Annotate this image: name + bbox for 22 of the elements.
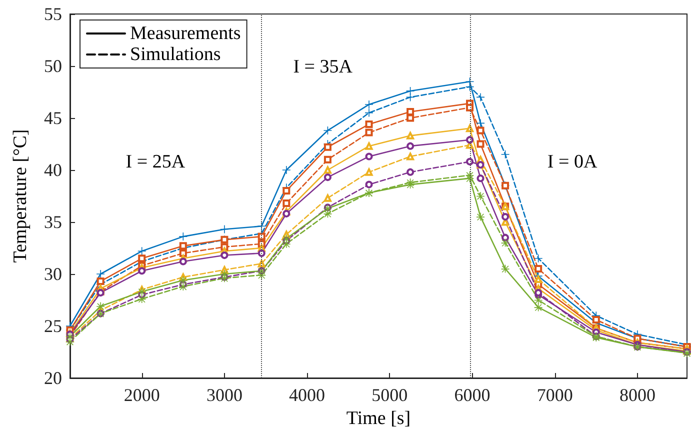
- y-tick-label: 25: [44, 316, 62, 336]
- annotation: I = 35A: [293, 56, 353, 78]
- x-tick-label: 2000: [124, 385, 160, 405]
- y-tick-label: 35: [44, 212, 62, 232]
- legend-label: Measurements: [130, 23, 241, 44]
- x-tick-label: 7000: [536, 385, 573, 405]
- x-tick-label: 6000: [454, 385, 490, 405]
- y-tick-label: 50: [44, 56, 62, 76]
- x-axis-title: Time [s]: [346, 408, 411, 429]
- y-tick-label: 20: [44, 368, 62, 388]
- y-tick-label: 40: [44, 160, 62, 180]
- x-tick-label: 3000: [206, 385, 242, 405]
- legend-label: Simulations: [130, 44, 221, 65]
- x-tick-label: 8000: [619, 385, 656, 405]
- y-axis-title: Temperature [°C]: [10, 129, 31, 263]
- annotation: I = 25A: [126, 151, 186, 172]
- annotation: I = 0A: [547, 151, 598, 172]
- x-tick-label: 5000: [372, 385, 408, 405]
- x-tick-label: 4000: [289, 385, 326, 405]
- y-tick-label: 45: [44, 108, 62, 128]
- y-tick-label: 55: [44, 4, 62, 24]
- y-tick-label: 30: [44, 264, 62, 284]
